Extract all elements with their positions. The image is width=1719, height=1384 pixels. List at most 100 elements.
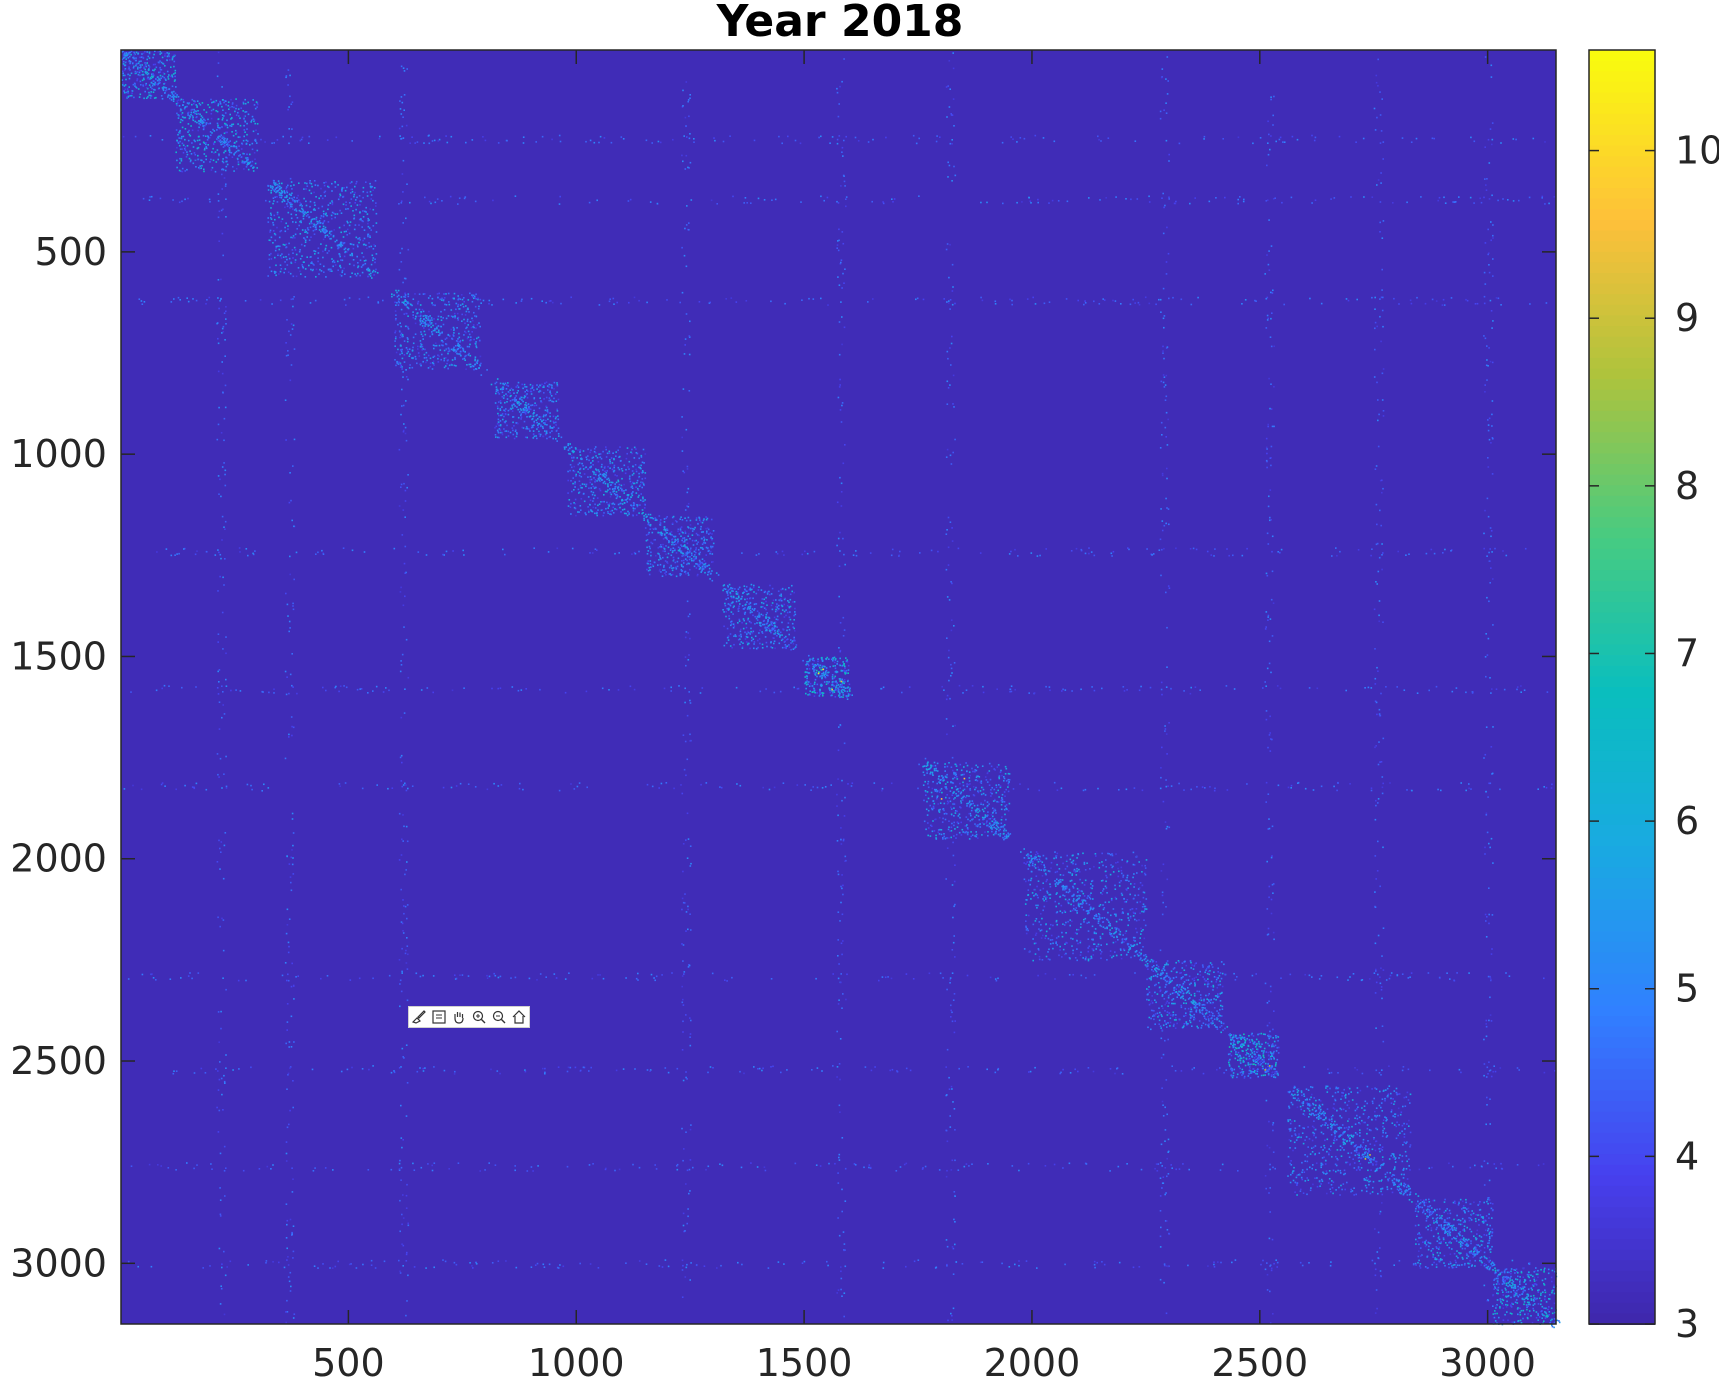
heatmap-cell — [600, 478, 602, 481]
heatmap-cell — [207, 144, 209, 146]
heatmap-cell — [499, 400, 502, 402]
heatmap-cell — [244, 111, 246, 113]
heatmap-cell — [988, 825, 991, 828]
heatmap-cell — [269, 229, 272, 232]
heatmap-cell — [782, 628, 784, 630]
heatmap-cell — [499, 429, 502, 431]
heatmap-cell — [932, 765, 934, 767]
heatmap-cell — [753, 609, 755, 612]
heatmap-cell — [161, 98, 164, 100]
heatmap-cell — [706, 539, 708, 541]
heatmap-cell — [1039, 855, 1041, 858]
heatmap-cell — [469, 363, 472, 366]
heatmap-cell — [326, 230, 328, 232]
heatmap-cell — [802, 659, 804, 662]
heatmap-cell — [391, 295, 393, 298]
heatmap-cell — [687, 562, 689, 565]
heatmap-cell — [531, 386, 534, 389]
heatmap-cell — [124, 56, 127, 58]
heatmap-cell — [190, 111, 193, 114]
heatmap-cell — [528, 405, 530, 408]
heatmap-cell — [771, 602, 774, 604]
heatmap-cell — [167, 78, 170, 80]
heatmap-cell — [498, 424, 500, 427]
heatmap-cell — [403, 354, 406, 356]
heatmap-cell — [469, 339, 471, 342]
heatmap-cell — [423, 357, 426, 359]
heatmap-cell — [441, 344, 443, 346]
heatmap-cell — [341, 269, 344, 272]
heatmap-cell — [786, 604, 789, 607]
heatmap-cell — [545, 405, 547, 408]
heatmap-cell — [723, 584, 726, 586]
heatmap-cell — [394, 331, 396, 334]
heatmap-cell — [621, 488, 623, 491]
heatmap-cell — [358, 224, 360, 226]
heatmap-cell — [583, 483, 586, 486]
heatmap-cell — [792, 601, 794, 603]
heatmap-cell — [349, 254, 352, 257]
heatmap-cell — [788, 616, 791, 619]
heatmap-cell — [607, 503, 609, 506]
heatmap-cell — [179, 148, 182, 150]
heatmap-cell — [682, 532, 684, 534]
heatmap-cell — [937, 831, 939, 833]
heatmap-cell — [158, 87, 160, 90]
heatmap-cell — [595, 511, 598, 513]
heatmap-cell — [931, 807, 933, 810]
heatmap-cell — [569, 447, 571, 450]
heatmap-cell — [274, 182, 277, 184]
heatmap-cell — [367, 234, 369, 237]
heatmap-cell — [521, 399, 523, 401]
heatmap-cell — [925, 794, 927, 796]
heatmap-cell — [617, 449, 619, 452]
heatmap-cell — [789, 605, 792, 608]
heatmap-cell — [312, 225, 315, 228]
heatmap-cell — [254, 162, 257, 165]
heatmap-cell — [709, 552, 711, 555]
heatmap-cell — [609, 481, 611, 484]
heatmap-cell — [427, 319, 430, 321]
heatmap-cell — [350, 188, 352, 191]
plot-area: 500 1000 1500 2000 2500 300050010001500200025… — [10, 49, 1561, 1384]
heatmap-cell — [711, 553, 714, 555]
heatmap-cell — [820, 685, 822, 687]
heatmap-cell — [176, 104, 178, 107]
heatmap-cell — [287, 184, 289, 187]
heatmap-cell — [755, 603, 758, 605]
heatmap-cell — [279, 185, 281, 188]
heatmap-cell — [842, 691, 844, 694]
heatmap-cell — [654, 517, 657, 519]
heatmap-cell — [991, 830, 993, 833]
heatmap-cell — [940, 833, 943, 836]
heatmap-cell — [423, 293, 426, 295]
heatmap-cell — [752, 586, 755, 589]
heatmap-cell — [740, 641, 743, 643]
heatmap-cell — [737, 610, 740, 612]
heatmap-cell — [501, 413, 504, 415]
heatmap-cell — [284, 261, 286, 263]
heatmap-cell — [158, 77, 160, 80]
heatmap-cell — [706, 517, 709, 520]
heatmap-cell — [549, 391, 551, 393]
heatmap-cell — [711, 570, 713, 572]
heatmap-cell — [590, 466, 592, 468]
heatmap-cell — [368, 246, 371, 248]
heatmap-cell — [270, 236, 273, 239]
heatmap-cell — [322, 210, 325, 213]
heatmap-cell — [274, 233, 277, 236]
heatmap-cell — [1027, 914, 1030, 917]
heatmap-cell — [738, 600, 740, 602]
heatmap-cell — [443, 357, 446, 360]
heatmap-cell — [137, 52, 139, 55]
heatmap-cell — [466, 326, 468, 329]
heatmap-cell — [205, 147, 208, 150]
heatmap-cell — [604, 490, 607, 493]
heatmap-cell — [616, 475, 618, 477]
heatmap-cell — [695, 556, 697, 558]
heatmap-cell — [273, 232, 276, 235]
heatmap-cell — [1086, 912, 1089, 915]
heatmap-cell — [466, 318, 469, 321]
heatmap-cell — [1120, 892, 1123, 895]
